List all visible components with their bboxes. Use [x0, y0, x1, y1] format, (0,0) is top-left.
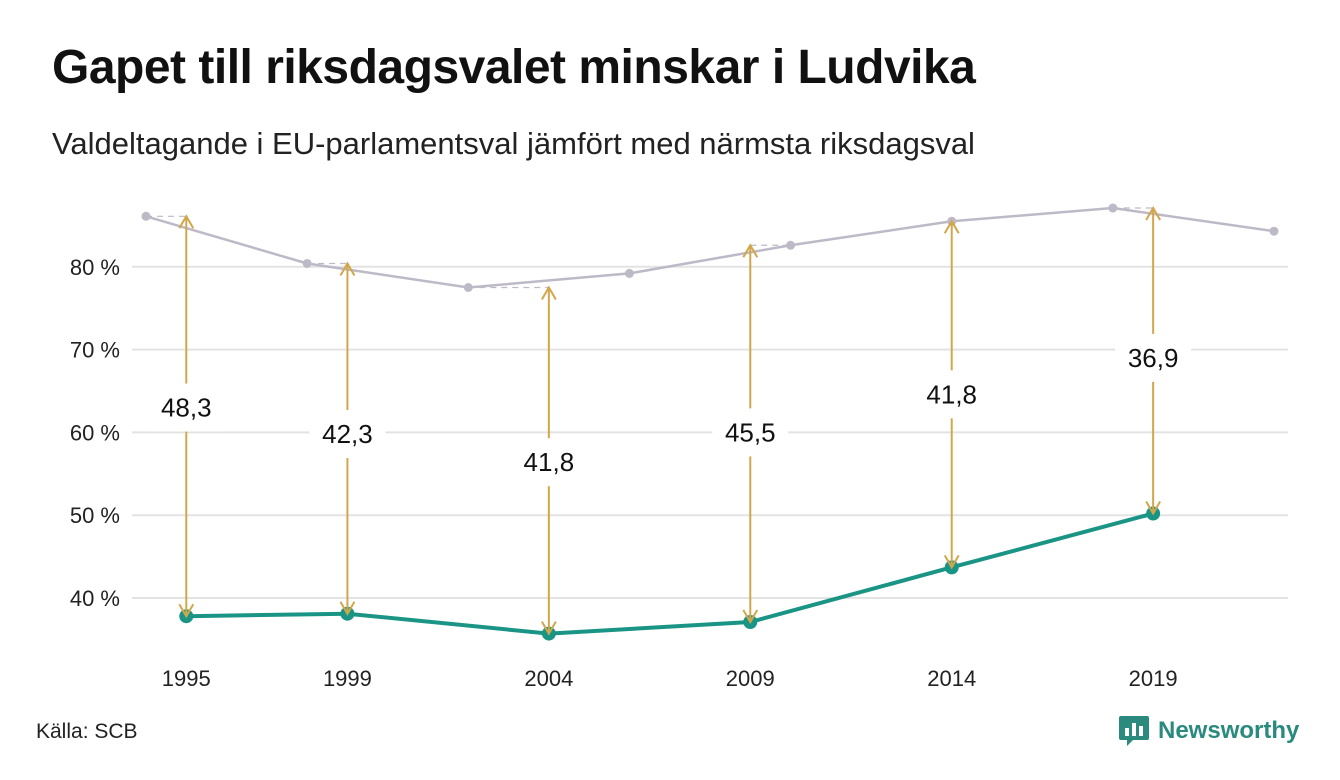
gap-arrowhead-bottom-2014	[943, 554, 960, 570]
gap-label-bg-2009	[712, 408, 789, 457]
eu-line	[186, 511, 1154, 636]
gap-arrowhead-top-1999	[339, 261, 356, 276]
riksdag-line	[145, 206, 1275, 289]
gap-label-bg-2004	[510, 438, 587, 487]
bar-chart-speech-bubble-icon	[1119, 716, 1149, 746]
gap-label-1995: 48,3	[161, 393, 212, 423]
y-tick-label-60: 60 %	[70, 420, 120, 445]
x-tick-label-2009: 2009	[726, 666, 775, 691]
line-chart: 40 % 50 % 60 % 70 % 80 % 1995 1999 2004 2009 2014…	[70, 203, 1288, 691]
gap-arrowhead-bottom-1999	[339, 601, 356, 616]
gap-arrowhead-bottom-1995	[178, 603, 195, 619]
gap-label-2009: 45,5	[725, 417, 776, 447]
source-note: Källa: SCB	[36, 720, 138, 743]
gap-label-2004: 41,8	[524, 447, 575, 477]
gap-arrowhead-top-2009	[742, 243, 759, 258]
riksdag-point-2006	[624, 268, 634, 278]
gap-label-2014: 41,8	[926, 379, 977, 409]
y-tick-label-40: 40 %	[70, 586, 120, 611]
gap-arrowhead-bottom-2009	[742, 609, 759, 624]
x-tick-label-1995: 1995	[162, 666, 211, 691]
riksdag-point-2022	[1269, 226, 1279, 236]
gap-label-bg-1995	[148, 383, 225, 432]
gap-arrowhead-bottom-2019	[1145, 501, 1162, 516]
x-tick-label-2004: 2004	[524, 666, 573, 691]
gap-label-bg-1999	[309, 410, 386, 459]
gap-label-1999: 42,3	[322, 419, 373, 449]
y-tick-label-70: 70 %	[70, 338, 120, 363]
gap-arrowhead-top-2019	[1145, 206, 1162, 221]
riksdag-point-2018	[1108, 203, 1118, 213]
gap-label-2019: 36,9	[1128, 343, 1179, 373]
x-tick-label-1999: 1999	[323, 666, 372, 691]
gap-arrowhead-top-2014	[943, 219, 960, 234]
riksdag-point-2002	[463, 283, 473, 292]
gap-arrowhead-top-2004	[540, 285, 557, 301]
y-tick-label-80: 80 %	[70, 255, 120, 280]
gap-label-bg-2019	[1115, 333, 1192, 382]
x-tick-label-2014: 2014	[927, 666, 976, 691]
x-tick-label-2019: 2019	[1129, 666, 1178, 691]
chart-subtitle: Valdeltagande i EU-parlamentsval jämfört…	[52, 126, 975, 161]
gap-arrowhead-top-1995	[178, 214, 195, 229]
brand-name: Newsworthy	[1158, 717, 1300, 744]
gap-label-bg-2014	[913, 370, 990, 419]
brand-logo: Newsworthy	[1118, 714, 1299, 748]
gap-arrowhead-bottom-2004	[540, 621, 557, 636]
chart-title: Gapet till riksdagsvalet minskar i Ludvi…	[52, 41, 976, 94]
riksdag-point-1994	[141, 211, 151, 221]
riksdag-point-1998	[302, 258, 312, 268]
riksdag-point-2010	[786, 240, 796, 250]
y-tick-label-50: 50 %	[70, 503, 120, 528]
